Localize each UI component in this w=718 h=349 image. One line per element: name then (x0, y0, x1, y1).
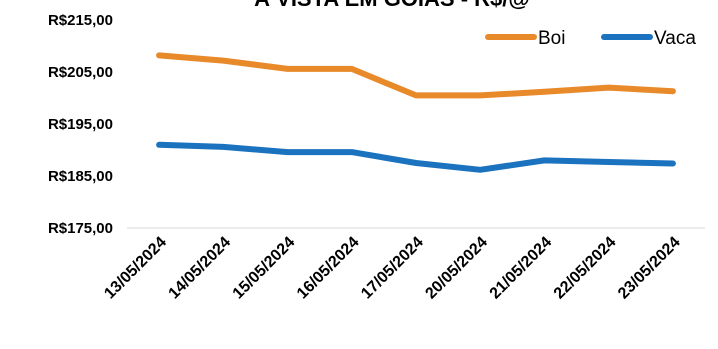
series-line-boi (156, 52, 676, 99)
y-tick-label: R$185,00 (48, 168, 113, 185)
y-tick-label: R$215,00 (48, 12, 113, 29)
legend-label-vaca: Vaca (654, 28, 696, 49)
chart-title: À VISTA EM GOIÁS - R$/@ (254, 0, 530, 11)
x-tick-label: 15/05/2024 (230, 234, 299, 303)
series-line-vaca (156, 141, 676, 173)
x-tick-label: 20/05/2024 (422, 234, 491, 303)
x-tick-label: 22/05/2024 (551, 234, 620, 303)
y-axis-ticks: R$215,00 R$205,00 R$195,00 R$185,00 R$175,00 (48, 12, 113, 237)
y-tick-label: R$195,00 (48, 116, 113, 133)
legend: Boi Vaca (485, 28, 696, 49)
x-tick-label: 23/05/2024 (615, 234, 684, 303)
x-tick-label: 13/05/2024 (101, 234, 170, 303)
series-lines (156, 52, 676, 173)
x-tick-label: 14/05/2024 (166, 234, 235, 303)
x-tick-label: 17/05/2024 (358, 234, 427, 303)
y-tick-label: R$205,00 (48, 64, 113, 81)
y-tick-label: R$175,00 (48, 220, 113, 237)
x-tick-label: 16/05/2024 (294, 234, 363, 303)
x-tick-label: 21/05/2024 (487, 234, 556, 303)
x-axis-ticks: 13/05/202414/05/202415/05/202416/05/2024… (101, 234, 683, 303)
legend-label-boi: Boi (538, 28, 565, 49)
